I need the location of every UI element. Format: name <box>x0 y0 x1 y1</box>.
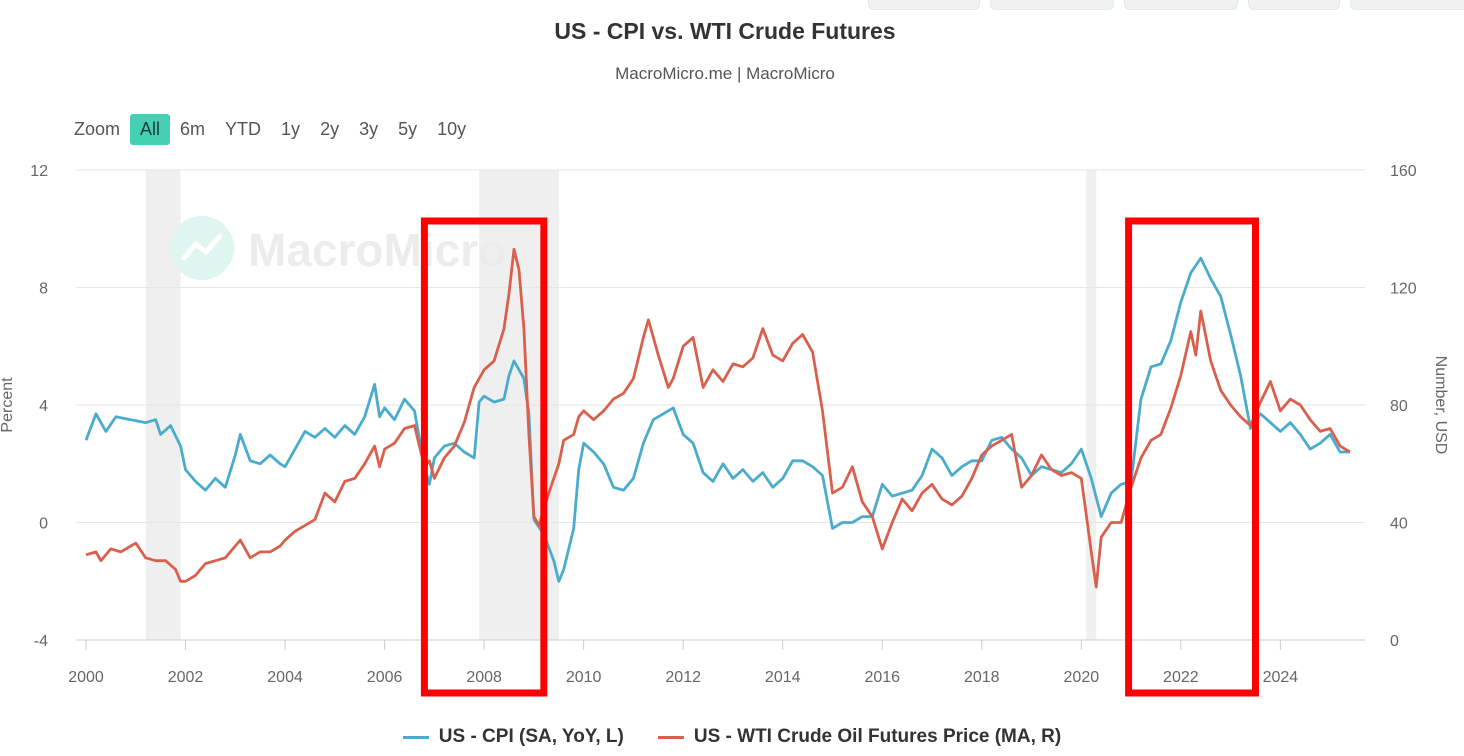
y-tick-label-left: 8 <box>39 281 48 298</box>
watermark: MacroMicro <box>170 216 506 280</box>
x-tick-label: 2012 <box>665 669 701 686</box>
y-tick-label-left: 12 <box>30 163 48 180</box>
watermark-text: MacroMicro <box>248 224 506 276</box>
zoom-bar: Zoom All 6m YTD 1y 2y 3y 5y 10y <box>74 114 476 145</box>
y-tick-label-right: 0 <box>1390 633 1399 650</box>
chart-subtitle: MacroMicro.me | MacroMicro <box>615 64 835 83</box>
x-tick-label: 2010 <box>566 669 602 686</box>
legend-swatch-wti <box>657 735 684 739</box>
cpi-series-line <box>84 256 1350 583</box>
x-tick-label: 2020 <box>1064 669 1100 686</box>
top-tab[interactable] <box>990 0 1114 10</box>
x-tick-label: 2024 <box>1263 669 1299 686</box>
zoom-2y-button[interactable]: 2y <box>320 119 340 139</box>
x-tick-label: 2000 <box>68 669 104 686</box>
top-tab-strip <box>868 0 1464 10</box>
zoom-3y-button[interactable]: 3y <box>359 119 379 139</box>
x-tick-label: 2004 <box>267 669 303 686</box>
legend-label-cpi: US - CPI (SA, YoY, L) <box>438 726 624 747</box>
zoom-label: Zoom <box>74 119 121 139</box>
top-tab[interactable] <box>868 0 980 10</box>
x-tick-label: 2018 <box>964 669 1000 686</box>
zoom-ytd-button[interactable]: YTD <box>225 119 262 139</box>
top-tab[interactable] <box>1124 0 1238 10</box>
legend-swatch-cpi <box>402 735 429 739</box>
top-tab[interactable] <box>1248 0 1340 10</box>
y-tick-label-left: 0 <box>39 516 48 533</box>
y-tick-label-right: 40 <box>1390 516 1408 533</box>
x-tick-label: 2022 <box>1163 669 1199 686</box>
watermark-chart-icon <box>181 233 223 261</box>
legend-label-wti: US - WTI Crude Oil Futures Price (MA, R) <box>693 726 1062 747</box>
x-tick-label: 2006 <box>367 669 403 686</box>
y-tick-label-left: -4 <box>34 633 48 650</box>
zoom-1y-button[interactable]: 1y <box>281 119 301 139</box>
y-tick-label-right: 160 <box>1390 163 1417 180</box>
highlight-box <box>420 217 548 697</box>
y-tick-label-right: 80 <box>1390 398 1408 415</box>
wti-series-line <box>85 247 1351 589</box>
x-tick-label: 2016 <box>864 669 900 686</box>
zoom-10y-button[interactable]: 10y <box>437 119 467 139</box>
highlight-box <box>1125 217 1259 697</box>
x-tick-label: 2008 <box>466 669 502 686</box>
zoom-all-button[interactable]: All <box>130 114 171 145</box>
zoom-6m-button[interactable]: 6m <box>180 119 206 139</box>
y-axis-label-right: Number, USD <box>1432 356 1449 455</box>
y-tick-label-left: 4 <box>39 398 48 415</box>
y-axis-label-left: Percent <box>0 377 16 433</box>
zoom-5y-button[interactable]: 5y <box>398 119 418 139</box>
chart-title: US - CPI vs. WTI Crude Futures <box>554 18 896 44</box>
legend-item-cpi[interactable]: US - CPI (SA, YoY, L) <box>402 726 624 748</box>
series-lines <box>84 247 1351 589</box>
legend-item-wti[interactable]: US - WTI Crude Oil Futures Price (MA, R) <box>657 726 1062 748</box>
chart-legend: US - CPI (SA, YoY, L) US - WTI Crude Oil… <box>0 726 1464 748</box>
top-tab[interactable] <box>1350 0 1464 10</box>
y-tick-label-right: 120 <box>1390 281 1417 298</box>
x-tick-label: 2014 <box>765 669 801 686</box>
gridlines <box>76 169 1365 641</box>
x-tick-label: 2002 <box>168 669 204 686</box>
highlight-boxes <box>420 217 1259 697</box>
